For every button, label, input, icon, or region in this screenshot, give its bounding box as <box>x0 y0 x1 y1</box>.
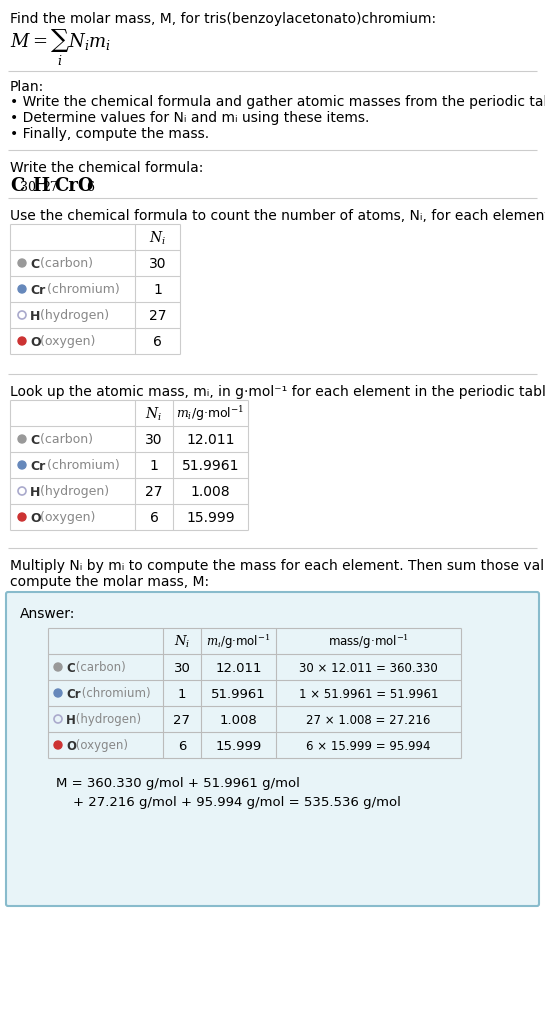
Text: C: C <box>10 177 25 195</box>
Text: • Determine values for Nᵢ and mᵢ using these items.: • Determine values for Nᵢ and mᵢ using t… <box>10 111 370 125</box>
Text: 15.999: 15.999 <box>186 511 235 525</box>
Text: O: O <box>30 511 41 524</box>
Text: 6: 6 <box>86 181 94 194</box>
Text: 6: 6 <box>153 335 162 349</box>
Text: (carbon): (carbon) <box>72 661 126 674</box>
Text: 27: 27 <box>42 181 58 194</box>
Text: (chromium): (chromium) <box>43 459 120 472</box>
Text: 27: 27 <box>173 713 191 726</box>
Text: $N_i$: $N_i$ <box>174 633 190 649</box>
Text: 12.011: 12.011 <box>215 661 262 674</box>
Text: 27 × 1.008 = 27.216: 27 × 1.008 = 27.216 <box>306 713 431 726</box>
Text: 51.9961: 51.9961 <box>211 686 266 700</box>
Text: 6: 6 <box>149 511 159 525</box>
Text: 27: 27 <box>149 308 166 323</box>
Text: H: H <box>66 713 76 726</box>
Text: • Write the chemical formula and gather atomic masses from the periodic table.: • Write the chemical formula and gather … <box>10 95 545 109</box>
Text: Multiply Nᵢ by mᵢ to compute the mass for each element. Then sum those values to: Multiply Nᵢ by mᵢ to compute the mass fo… <box>10 558 545 588</box>
Text: H: H <box>30 309 40 323</box>
Text: 1.008: 1.008 <box>191 484 231 498</box>
Text: (oxygen): (oxygen) <box>37 511 96 524</box>
Text: (chromium): (chromium) <box>78 686 150 700</box>
Text: $m_i$/g·mol$^{-1}$: $m_i$/g·mol$^{-1}$ <box>177 404 245 423</box>
Text: Answer:: Answer: <box>20 607 75 621</box>
Circle shape <box>54 663 62 671</box>
Text: (carbon): (carbon) <box>37 257 94 270</box>
Text: $N_i$: $N_i$ <box>146 404 162 423</box>
Text: $N_i$: $N_i$ <box>149 229 166 247</box>
Text: 6: 6 <box>178 739 186 752</box>
Circle shape <box>18 436 26 444</box>
Text: Find the molar mass, M, for tris(benzoylacetonato)chromium:: Find the molar mass, M, for tris(benzoyl… <box>10 12 436 26</box>
Text: Use the chemical formula to count the number of atoms, Nᵢ, for each element:: Use the chemical formula to count the nu… <box>10 209 545 222</box>
Circle shape <box>18 338 26 346</box>
Text: 1: 1 <box>149 459 159 472</box>
Text: 6 × 15.999 = 95.994: 6 × 15.999 = 95.994 <box>306 739 431 752</box>
Text: Cr: Cr <box>30 283 45 296</box>
Text: 30 × 12.011 = 360.330: 30 × 12.011 = 360.330 <box>299 661 438 674</box>
Text: (oxygen): (oxygen) <box>72 739 128 752</box>
Text: mass/g·mol$^{-1}$: mass/g·mol$^{-1}$ <box>328 632 409 651</box>
Text: 15.999: 15.999 <box>215 739 262 752</box>
Text: O: O <box>66 739 76 752</box>
Circle shape <box>18 286 26 294</box>
Text: H: H <box>30 485 40 498</box>
Text: C: C <box>66 661 75 674</box>
Text: 1: 1 <box>178 686 186 700</box>
Text: 30: 30 <box>146 433 163 447</box>
Text: H: H <box>32 177 49 195</box>
Text: 27: 27 <box>146 484 163 498</box>
Text: $M = \sum_i N_i m_i$: $M = \sum_i N_i m_i$ <box>10 28 111 68</box>
Text: Write the chemical formula:: Write the chemical formula: <box>10 161 203 175</box>
Text: 12.011: 12.011 <box>186 433 235 447</box>
Text: Cr: Cr <box>66 686 81 700</box>
Text: 1: 1 <box>153 283 162 296</box>
Circle shape <box>54 741 62 749</box>
Text: C: C <box>30 257 39 270</box>
Text: CrO: CrO <box>54 177 94 195</box>
Text: (chromium): (chromium) <box>43 283 120 296</box>
Text: (hydrogen): (hydrogen) <box>37 485 110 498</box>
Text: 30: 30 <box>173 661 190 674</box>
Text: $m_i$/g·mol$^{-1}$: $m_i$/g·mol$^{-1}$ <box>207 632 271 651</box>
Text: (hydrogen): (hydrogen) <box>72 713 141 726</box>
Text: 51.9961: 51.9961 <box>181 459 239 472</box>
Text: 30: 30 <box>149 257 166 271</box>
Text: M = 360.330 g/mol + 51.9961 g/mol
    + 27.216 g/mol + 95.994 g/mol = 535.536 g/: M = 360.330 g/mol + 51.9961 g/mol + 27.2… <box>56 776 401 808</box>
Circle shape <box>18 514 26 522</box>
FancyBboxPatch shape <box>6 592 539 906</box>
Text: 1 × 51.9961 = 51.9961: 1 × 51.9961 = 51.9961 <box>299 686 438 700</box>
Text: 30: 30 <box>20 181 36 194</box>
Text: (oxygen): (oxygen) <box>37 336 96 348</box>
Text: (hydrogen): (hydrogen) <box>37 309 110 323</box>
Circle shape <box>18 462 26 469</box>
Text: Cr: Cr <box>30 459 45 472</box>
Text: C: C <box>30 433 39 446</box>
Circle shape <box>18 260 26 268</box>
Text: 1.008: 1.008 <box>220 713 257 726</box>
Circle shape <box>54 690 62 698</box>
Text: • Finally, compute the mass.: • Finally, compute the mass. <box>10 126 209 141</box>
Text: (carbon): (carbon) <box>37 433 94 446</box>
Text: Plan:: Plan: <box>10 80 44 94</box>
Text: Look up the atomic mass, mᵢ, in g·mol⁻¹ for each element in the periodic table:: Look up the atomic mass, mᵢ, in g·mol⁻¹ … <box>10 384 545 398</box>
Text: O: O <box>30 336 41 348</box>
